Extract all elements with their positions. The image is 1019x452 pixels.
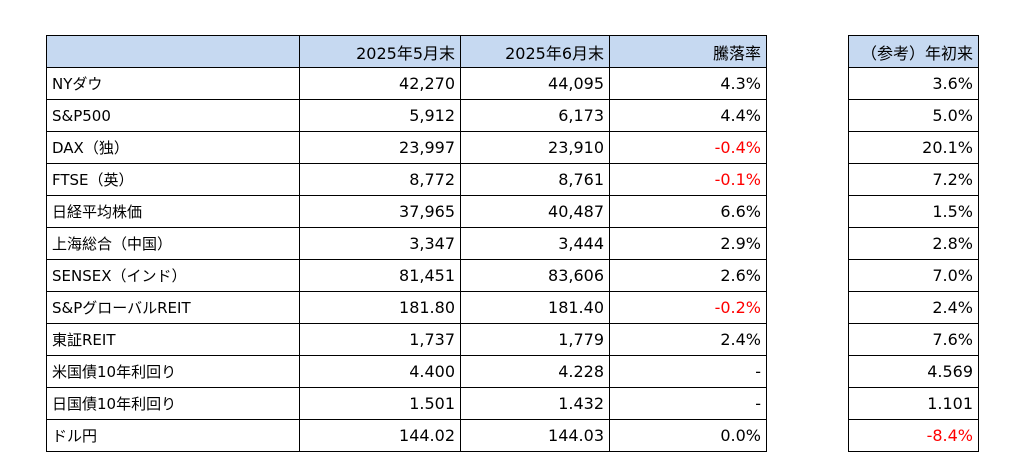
header-row: （参考）年初来	[848, 35, 979, 68]
jun-value: 8,761	[460, 163, 610, 196]
table-row: 7.2%	[848, 163, 979, 196]
table-row: 2.8%	[848, 227, 979, 260]
table-row: DAX（独） 23,997 23,910 -0.4%	[46, 131, 767, 164]
jun-value: 3,444	[460, 227, 610, 260]
table-row: 東証REIT 1,737 1,779 2.4%	[46, 323, 767, 356]
row-label: S&P500	[46, 99, 300, 132]
ytd-value: 7.0%	[848, 259, 979, 292]
table-row: S&PグローバルREIT 181.80 181.40 -0.2%	[46, 291, 767, 324]
ytd-reference-table: （参考）年初来 3.6% 5.0% 20.1% 7.2% 1.5% 2.8% 7.0% 2.4…	[848, 35, 979, 452]
change-value: 6.6%	[609, 195, 767, 228]
ytd-value: 2.4%	[848, 291, 979, 324]
market-table: 2025年5月末 2025年6月末 騰落率 NYダウ 42,270 44,095 4.…	[46, 35, 767, 452]
table-row: 1.101	[848, 387, 979, 420]
may-value: 4.400	[299, 355, 461, 388]
jun-value: 6,173	[460, 99, 610, 132]
table-row: 20.1%	[848, 131, 979, 164]
row-label: 米国債10年利回り	[46, 355, 300, 388]
jun-value: 144.03	[460, 419, 610, 452]
change-value: -	[609, 355, 767, 388]
table-row: 7.0%	[848, 259, 979, 292]
may-value: 42,270	[299, 67, 461, 100]
ytd-value: 1.5%	[848, 195, 979, 228]
table-row: 7.6%	[848, 323, 979, 356]
ytd-value: 2.8%	[848, 227, 979, 260]
row-label: S&PグローバルREIT	[46, 291, 300, 324]
change-value: -0.4%	[609, 131, 767, 164]
row-label: DAX（独）	[46, 131, 300, 164]
may-value: 8,772	[299, 163, 461, 196]
jun-value: 181.40	[460, 291, 610, 324]
may-value: 1.501	[299, 387, 461, 420]
table-row: ドル円 144.02 144.03 0.0%	[46, 419, 767, 452]
change-value: 2.6%	[609, 259, 767, 292]
row-label: ドル円	[46, 419, 300, 452]
header-may: 2025年5月末	[299, 35, 461, 68]
ytd-value: 7.2%	[848, 163, 979, 196]
ytd-value: 7.6%	[848, 323, 979, 356]
change-value: 4.4%	[609, 99, 767, 132]
table-row: 2.4%	[848, 291, 979, 324]
row-label: 東証REIT	[46, 323, 300, 356]
row-label: NYダウ	[46, 67, 300, 100]
table-row: 日国債10年利回り 1.501 1.432-	[46, 387, 767, 420]
jun-value: 4.228	[460, 355, 610, 388]
row-label: 日経平均株価	[46, 195, 300, 228]
table-row: 3.6%	[848, 67, 979, 100]
may-value: 37,965	[299, 195, 461, 228]
table-row: 上海総合（中国） 3,347 3,444 2.9%	[46, 227, 767, 260]
may-value: 23,997	[299, 131, 461, 164]
ytd-value: 3.6%	[848, 67, 979, 100]
table-row: FTSE（英） 8,772 8,761 -0.1%	[46, 163, 767, 196]
row-label: FTSE（英）	[46, 163, 300, 196]
may-value: 144.02	[299, 419, 461, 452]
header-change: 騰落率	[609, 35, 767, 68]
ytd-value: 20.1%	[848, 131, 979, 164]
change-value: -0.1%	[609, 163, 767, 196]
may-value: 81,451	[299, 259, 461, 292]
table-row: S&P500 5,912 6,173 4.4%	[46, 99, 767, 132]
ytd-value: 5.0%	[848, 99, 979, 132]
may-value: 181.80	[299, 291, 461, 324]
may-value: 3,347	[299, 227, 461, 260]
jun-value: 23,910	[460, 131, 610, 164]
jun-value: 40,487	[460, 195, 610, 228]
may-value: 1,737	[299, 323, 461, 356]
table-row: SENSEX（インド） 81,451 83,606 2.6%	[46, 259, 767, 292]
row-label: 上海総合（中国）	[46, 227, 300, 260]
jun-value: 83,606	[460, 259, 610, 292]
header-ytd: （参考）年初来	[848, 35, 979, 68]
change-value: 0.0%	[609, 419, 767, 452]
change-value: 2.9%	[609, 227, 767, 260]
change-value: -0.2%	[609, 291, 767, 324]
header-row: 2025年5月末 2025年6月末 騰落率	[46, 35, 767, 68]
ytd-value: 1.101	[848, 387, 979, 420]
ytd-value: 4.569	[848, 355, 979, 388]
table-row: NYダウ 42,270 44,095 4.3%	[46, 67, 767, 100]
row-label: SENSEX（インド）	[46, 259, 300, 292]
ytd-value: -8.4%	[848, 419, 979, 452]
may-value: 5,912	[299, 99, 461, 132]
change-value: 2.4%	[609, 323, 767, 356]
change-value: 4.3%	[609, 67, 767, 100]
header-label-cell	[46, 35, 300, 68]
table-row: 米国債10年利回り 4.400 4.228-	[46, 355, 767, 388]
jun-value: 44,095	[460, 67, 610, 100]
table-row: -8.4%	[848, 419, 979, 452]
jun-value: 1,779	[460, 323, 610, 356]
table-row: 1.5%	[848, 195, 979, 228]
row-label: 日国債10年利回り	[46, 387, 300, 420]
jun-value: 1.432	[460, 387, 610, 420]
header-jun: 2025年6月末	[460, 35, 610, 68]
table-row: 日経平均株価 37,965 40,487 6.6%	[46, 195, 767, 228]
change-value: -	[609, 387, 767, 420]
table-row: 5.0%	[848, 99, 979, 132]
table-row: 4.569	[848, 355, 979, 388]
